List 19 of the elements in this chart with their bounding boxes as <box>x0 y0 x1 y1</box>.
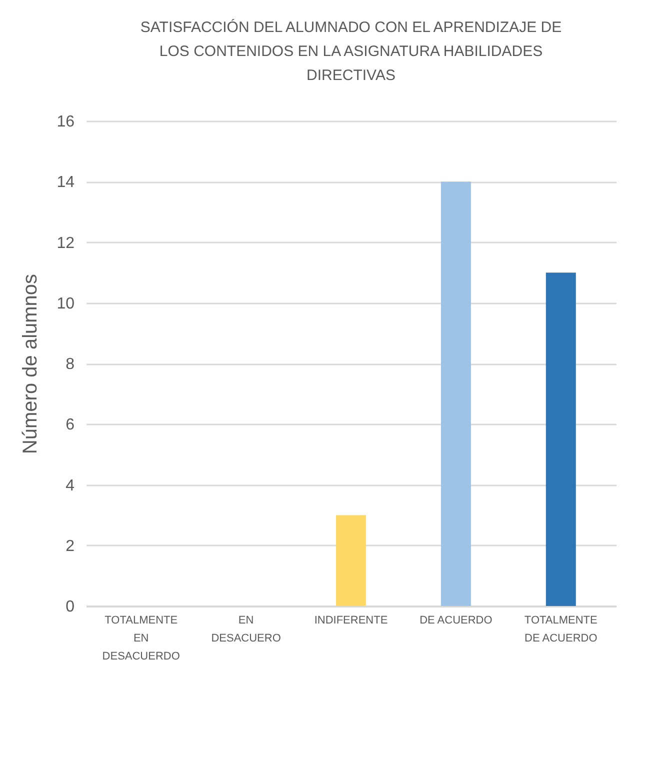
y-tick-label: 14 <box>56 174 75 192</box>
bar <box>336 515 366 606</box>
y-tick-label: 16 <box>56 114 75 130</box>
bar <box>546 272 576 606</box>
y-tick-label: 12 <box>56 234 75 252</box>
chart-title: SATISFACCIÓN DEL ALUMNADO CON EL APRENDIZAJE DE LOS CONTENIDOS EN LA ASIGNATURA HABILIDADES DIRECTIVAS <box>140 18 562 84</box>
y-tick-label: 6 <box>66 416 75 434</box>
y-axis-title: Número de alumnos <box>20 274 42 454</box>
y-tick-label: 8 <box>66 356 75 373</box>
bar <box>440 182 471 606</box>
y-tick-label: 4 <box>66 477 75 494</box>
y-tick-label: 0 <box>66 598 75 616</box>
x-tick-label: TOTALMENTE DE ACUERDO <box>524 614 598 644</box>
y-tick-label: 10 <box>56 295 75 312</box>
y-tick-label: 2 <box>66 538 75 555</box>
x-tick-label: INDIFERENTE <box>314 614 388 626</box>
x-tick-label: EN DESACUERO <box>211 614 282 644</box>
x-tick-label: TOTALMENTE EN DESACUERDO <box>102 614 180 662</box>
x-tick-label: DE ACUERDO <box>420 614 493 626</box>
